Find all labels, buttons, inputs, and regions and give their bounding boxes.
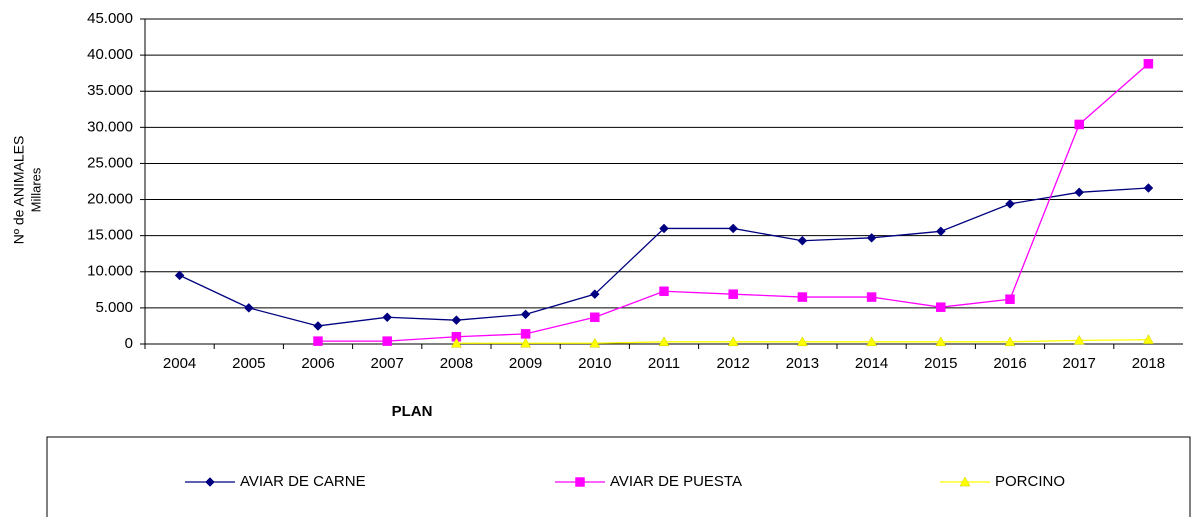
- y-tick-label: 45.000: [87, 10, 133, 27]
- data-point: [866, 232, 877, 243]
- data-point: [658, 336, 670, 347]
- x-tick-label: 2018: [1132, 355, 1165, 372]
- x-tick-label: 2005: [232, 355, 265, 372]
- legend-label: PORCINO: [995, 473, 1065, 490]
- data-point: [589, 289, 600, 300]
- data-point: [520, 309, 531, 320]
- data-point: [1005, 294, 1015, 304]
- data-point: [590, 312, 600, 323]
- y-tick-label: 20.000: [87, 191, 133, 208]
- x-tick-label: 2006: [301, 355, 334, 372]
- x-tick-label: 2012: [717, 355, 750, 372]
- x-tick-label: 2009: [509, 355, 542, 372]
- data-point: [589, 337, 601, 348]
- data-point: [728, 223, 739, 234]
- y-tick-label: 40.000: [87, 46, 133, 63]
- y-tick-label: 35.000: [87, 82, 133, 99]
- y-tick-label: 10.000: [87, 263, 133, 280]
- data-point: [797, 292, 808, 302]
- data-point: [382, 312, 393, 323]
- y-tick-label: 15.000: [87, 227, 133, 244]
- legend-box: [46, 436, 1191, 517]
- data-point: [313, 321, 323, 331]
- data-point: [797, 235, 808, 246]
- x-tick-label: 2008: [440, 355, 473, 372]
- data-point: [520, 329, 531, 339]
- data-point: [936, 302, 946, 312]
- legend-marker: [575, 477, 585, 487]
- y-tick-label: 30.000: [87, 118, 133, 135]
- data-point: [1074, 119, 1084, 130]
- y-tick-label: 25.000: [87, 154, 133, 171]
- data-point: [866, 292, 877, 302]
- x-tick-label: 2010: [578, 355, 611, 372]
- data-point: [935, 226, 946, 237]
- legend-marker: [959, 476, 971, 487]
- series-line: [179, 187, 1149, 327]
- legend-marker: [205, 477, 215, 487]
- y-tick-label: 5.000: [95, 299, 133, 316]
- data-point: [313, 336, 323, 346]
- data-point: [520, 337, 532, 348]
- data-point: [382, 336, 392, 346]
- data-point: [1143, 59, 1154, 69]
- data-point: [659, 223, 669, 234]
- data-point: [1073, 334, 1085, 345]
- data-point: [1142, 334, 1154, 344]
- data-point: [1074, 187, 1085, 198]
- y-axis-label: Millares: [28, 167, 43, 212]
- y-axis-label: Nº de ANIMALES: [11, 136, 27, 245]
- data-point: [451, 315, 462, 326]
- data-point: [796, 336, 808, 347]
- data-point: [1143, 183, 1154, 193]
- x-tick-label: 2015: [924, 355, 957, 372]
- legend-label: AVIAR DE CARNE: [240, 473, 366, 490]
- data-point: [935, 336, 947, 347]
- data-point: [1004, 336, 1016, 347]
- x-tick-label: 2004: [163, 355, 196, 372]
- x-tick-label: 2016: [993, 355, 1026, 372]
- data-point: [243, 303, 254, 313]
- data-point: [659, 286, 669, 297]
- data-point: [866, 336, 878, 347]
- series-line: [318, 63, 1149, 342]
- legend-label: AVIAR DE PUESTA: [610, 473, 742, 490]
- x-axis-label: PLAN: [392, 403, 433, 420]
- data-point: [728, 289, 738, 299]
- x-tick-label: 2017: [1063, 355, 1096, 372]
- x-tick-label: 2011: [648, 355, 680, 372]
- data-point: [174, 270, 185, 281]
- data-point: [450, 337, 462, 348]
- x-tick-label: 2007: [371, 355, 404, 372]
- y-tick-label: 0: [125, 335, 133, 352]
- data-point: [727, 336, 739, 347]
- x-tick-label: 2014: [855, 355, 888, 372]
- x-tick-label: 2013: [786, 355, 819, 372]
- data-point: [1005, 199, 1015, 209]
